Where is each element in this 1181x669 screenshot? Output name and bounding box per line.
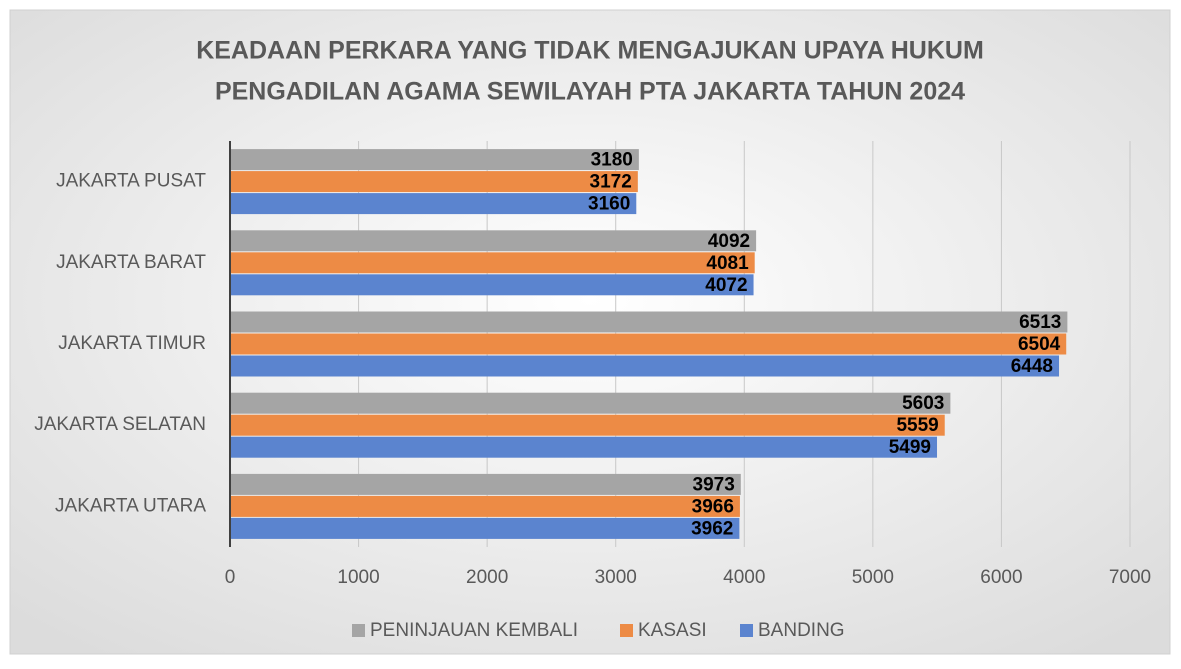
x-tick-label: 3000 [595, 567, 637, 588]
bar [230, 355, 1060, 377]
bar [230, 252, 755, 274]
y-tick-label: JAKARTA PUSAT [56, 171, 206, 192]
bar [230, 473, 741, 495]
legend-swatch [620, 624, 633, 637]
data-label: 3160 [588, 194, 630, 215]
data-label: 5499 [889, 437, 931, 458]
data-label: 3962 [691, 518, 733, 539]
bar [230, 193, 637, 215]
data-label: 3180 [591, 150, 633, 171]
bar [230, 230, 757, 252]
x-tick-label: 2000 [466, 567, 508, 588]
x-tick-label: 4000 [723, 567, 765, 588]
legend-swatch [352, 624, 365, 637]
data-label: 6448 [1011, 356, 1053, 377]
data-label: 6513 [1019, 312, 1061, 333]
data-label: 3172 [590, 172, 632, 193]
bar [230, 333, 1067, 355]
bar [230, 392, 951, 414]
x-tick-label: 1000 [337, 567, 379, 588]
bar [230, 311, 1068, 333]
legend-swatch [740, 624, 753, 637]
bar [230, 414, 945, 436]
y-tick-label: JAKARTA BARAT [56, 252, 206, 273]
data-label: 5603 [902, 393, 944, 414]
bar [230, 495, 740, 517]
data-label: 5559 [896, 415, 938, 436]
data-label: 4081 [706, 253, 749, 274]
legend-label: BANDING [758, 620, 845, 641]
legend-label: PENINJAUAN KEMBALI [370, 620, 578, 641]
bar [230, 149, 639, 171]
y-tick-label: JAKARTA SELATAN [34, 414, 206, 435]
data-label: 3966 [692, 496, 734, 517]
x-tick-label: 6000 [980, 567, 1022, 588]
x-tick-label: 7000 [1109, 567, 1151, 588]
data-label: 6504 [1018, 334, 1061, 355]
bar [230, 274, 754, 296]
x-tick-label: 0 [225, 567, 236, 588]
bar [230, 436, 938, 458]
data-label: 3973 [693, 474, 735, 495]
x-tick-label: 5000 [852, 567, 894, 588]
chart-title: PENGADILAN AGAMA SEWILAYAH PTA JAKARTA T… [215, 78, 965, 106]
chart-title: KEADAAN PERKARA YANG TIDAK MENGAJUKAN UP… [196, 37, 984, 65]
bar [230, 517, 740, 539]
y-tick-label: JAKARTA UTARA [55, 495, 206, 516]
legend-label: KASASI [638, 620, 707, 641]
data-label: 4072 [705, 275, 747, 296]
y-tick-label: JAKARTA TIMUR [58, 333, 206, 354]
bar [230, 171, 638, 193]
data-label: 4092 [708, 231, 750, 252]
